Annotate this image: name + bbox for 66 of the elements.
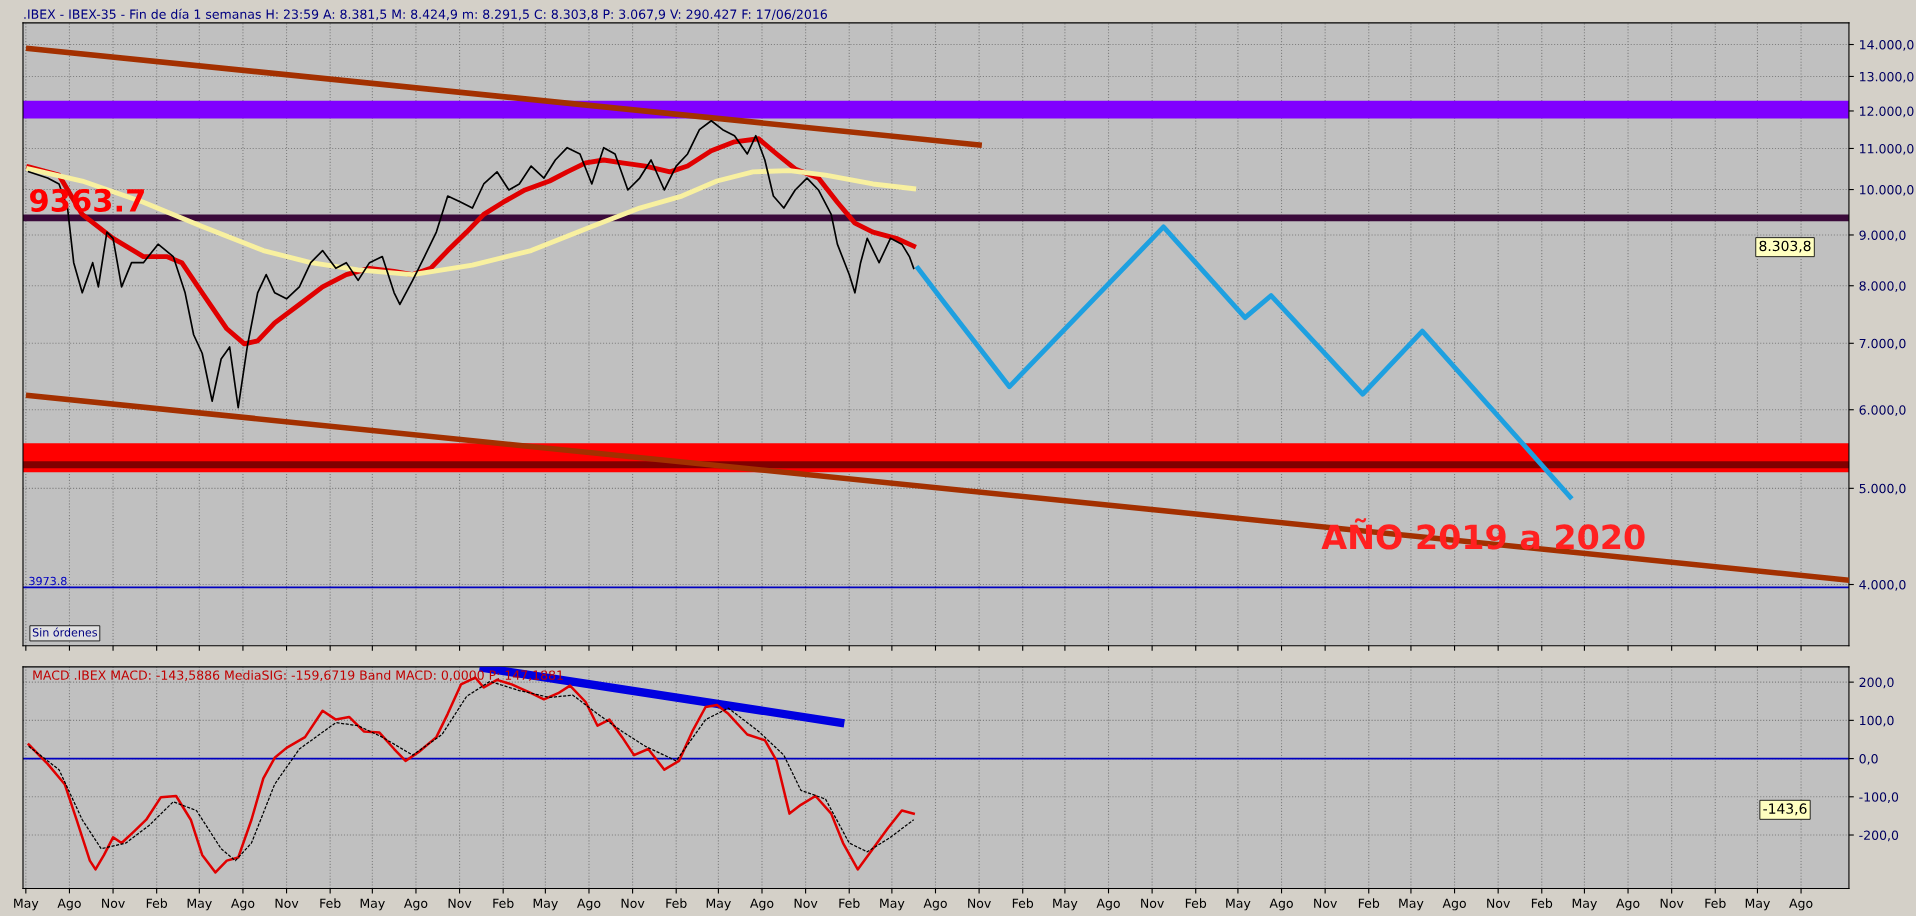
y-tick-label: 6.000,0 <box>1859 405 1906 416</box>
x-tick-label: Ago <box>1616 898 1640 911</box>
x-tick-label: Feb <box>1705 898 1726 908</box>
x-tick-label: May <box>14 898 39 911</box>
x-tick-label: Nov <box>448 898 472 908</box>
annotation: Sin órdenes <box>32 627 98 637</box>
x-tick-label: May <box>1399 898 1424 911</box>
x-tick-label: Ago <box>923 898 947 911</box>
x-tick-label: May <box>360 898 385 911</box>
y-tick-label: 100,0 <box>1860 715 1894 727</box>
x-tick-label: Nov <box>102 898 125 908</box>
x-tick-label: May <box>706 898 731 911</box>
y-tick-label: -100,0 <box>1859 792 1899 803</box>
line-series <box>915 224 1573 500</box>
x-tick-label: Ago <box>403 898 428 911</box>
x-tick-label: May <box>880 898 905 911</box>
x-tick-label: Nov <box>968 898 991 908</box>
x-tick-label: Nov <box>1141 898 1164 908</box>
x-tick-label: Feb <box>1531 898 1553 908</box>
x-tick-label: Nov <box>1660 898 1684 908</box>
y-tick-label: 5.000,0 <box>1859 483 1906 495</box>
x-tick-label: Feb <box>146 898 168 908</box>
y-tick-label: 13.000,0 <box>1860 71 1914 83</box>
x-tick-label: Nov <box>275 898 299 908</box>
x-tick-label: Nov <box>621 898 645 908</box>
x-tick-label: May <box>1053 898 1078 911</box>
x-tick-label: May <box>1745 898 1770 911</box>
x-tick-label: Ago <box>230 898 255 911</box>
x-tick-label: Feb <box>1185 898 1207 908</box>
y-tick-label: 0,0 <box>1859 754 1878 765</box>
x-tick-label: Feb <box>666 898 687 908</box>
y-tick-label: 14.000,0 <box>1860 39 1914 51</box>
annotation: 8.303,8 <box>1759 240 1811 253</box>
x-tick-label: Nov <box>1487 898 1510 908</box>
x-tick-label: Ago <box>1269 898 1293 911</box>
y-tick-label: 11.000,0 <box>1860 143 1914 155</box>
x-tick-label: Feb <box>839 898 860 908</box>
x-tick-label: May <box>533 898 558 911</box>
x-tick-label: Feb <box>1358 898 1380 908</box>
x-tick-label: Ago <box>57 898 81 911</box>
chart-title: .IBEX - IBEX-35 - Fin de día 1 semanas H: 23:59 A: 8.381,5 M: 8.424,9 m: 8.291,5 C: 8.303,8 P: 3.067,9 V: 290.427 F: 17/06/2016 <box>24 8 827 21</box>
x-tick-label: Ago <box>1096 898 1120 911</box>
x-tick-label: Feb <box>1012 898 1034 908</box>
y-tick-label: 10.000,0 <box>1860 185 1914 196</box>
x-tick-label: Feb <box>320 898 341 908</box>
x-tick-label: Nov <box>794 898 818 908</box>
x-tick-label: May <box>187 898 212 911</box>
y-tick-label: 7.000,0 <box>1859 338 1906 350</box>
x-tick-label: Feb <box>493 898 514 908</box>
y-tick-label: 9.000,0 <box>1859 230 1906 242</box>
x-tick-label: Ago <box>1789 898 1813 911</box>
x-tick-label: Ago <box>577 898 601 911</box>
ref-line-label: 3973.8 <box>29 576 67 586</box>
annotation: -143,6 <box>1763 803 1807 816</box>
y-tick-label: 8.000,0 <box>1859 281 1906 292</box>
y-tick-label: 200,0 <box>1859 677 1894 689</box>
y-tick-label: 4.000,0 <box>1859 579 1906 591</box>
x-tick-label: Ago <box>1442 898 1466 911</box>
x-tick-label: May <box>1572 898 1597 911</box>
line-series <box>26 166 917 277</box>
x-tick-label: Ago <box>750 898 774 911</box>
x-tick-label: Nov <box>1314 898 1337 908</box>
y-tick-label: 12.000,0 <box>1860 106 1914 118</box>
y-tick-label: -200,0 <box>1859 830 1899 842</box>
x-tick-label: May <box>1226 898 1251 911</box>
line-series <box>27 119 915 409</box>
